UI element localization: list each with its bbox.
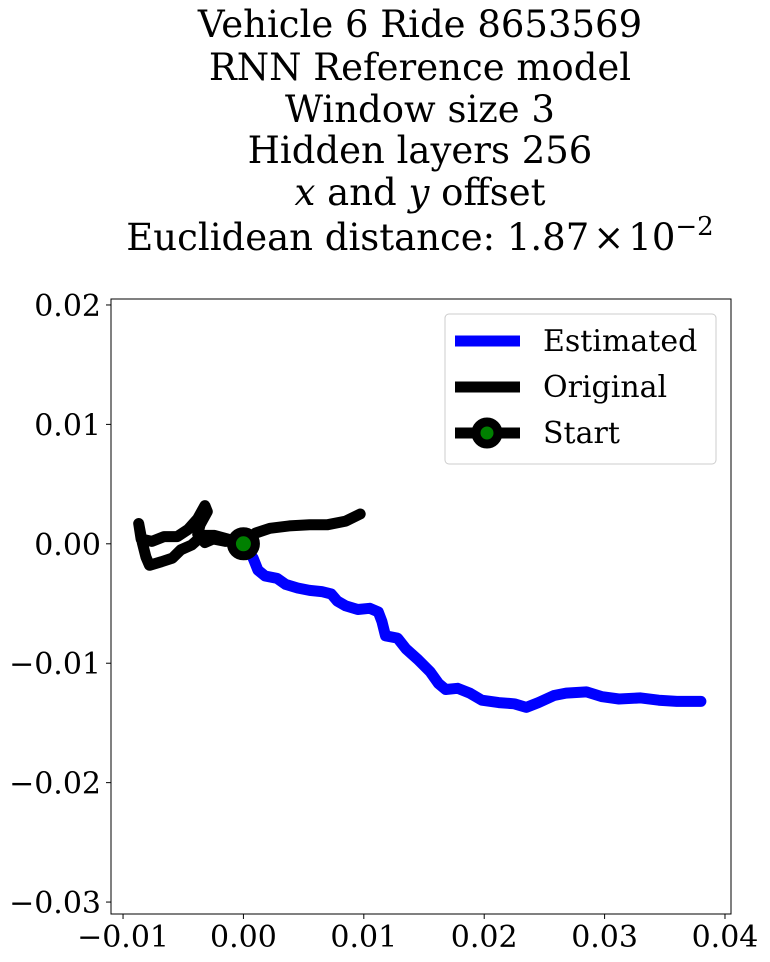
title-and: and (315, 171, 408, 214)
x-tick-label: −0.01 (77, 920, 169, 955)
legend-swatch-start-marker (471, 417, 503, 449)
y-tick-label: 0.01 (34, 408, 101, 443)
legend-label-original: Original (543, 370, 667, 405)
x-tick-label: 0.03 (571, 920, 638, 955)
title-line-3: Window size 3 (285, 88, 555, 131)
y-axis: 0.02 0.01 0.00 −0.01 −0.02 −0.03 (9, 289, 111, 921)
plot-lines (133, 500, 707, 713)
x-tick-label: 0.00 (210, 920, 277, 955)
title-distance-times: × (593, 216, 624, 259)
title-distance-base: 10 (628, 216, 675, 259)
plot-frame (110, 298, 732, 915)
x-tick-label: 0.02 (451, 920, 518, 955)
title-distance-exponent: −2 (675, 212, 713, 242)
title-y-var: y (407, 171, 431, 214)
title-line-6: Euclidean distance: 1.87 × 10−2 (126, 212, 713, 259)
y-tick-label: 0.02 (34, 289, 101, 324)
y-tick-label: −0.01 (9, 647, 101, 682)
title-distance-prefix: Euclidean distance: (126, 216, 507, 259)
title-x-var: x (295, 171, 316, 214)
title-line-5: x and y offset (295, 171, 546, 214)
legend-label-estimated: Estimated (543, 324, 697, 359)
start-marker-group (226, 527, 260, 561)
title-offset-suffix: offset (429, 171, 545, 214)
chart-title: Vehicle 6 Ride 8653569 RNN Reference mod… (126, 3, 713, 259)
title-line-4: Hidden layers 256 (248, 129, 593, 172)
y-tick-label: −0.03 (9, 886, 101, 921)
y-tick-label: 0.00 (34, 528, 101, 563)
start-marker (226, 527, 260, 561)
legend: Estimated Original Start (444, 313, 717, 465)
title-distance-mantissa: 1.87 (507, 216, 589, 259)
x-axis: −0.01 0.00 0.01 0.02 0.03 0.04 (77, 914, 758, 955)
title-line-2: RNN Reference model (209, 46, 631, 89)
legend-label-start: Start (543, 416, 620, 451)
y-tick-label: −0.02 (9, 767, 101, 802)
x-tick-label: 0.01 (330, 920, 397, 955)
series-line-original (133, 500, 366, 571)
x-tick-label: 0.04 (692, 920, 759, 955)
title-line-1: Vehicle 6 Ride 8653569 (197, 3, 642, 46)
legend-box (444, 313, 717, 465)
series-line-estimated (237, 538, 707, 713)
